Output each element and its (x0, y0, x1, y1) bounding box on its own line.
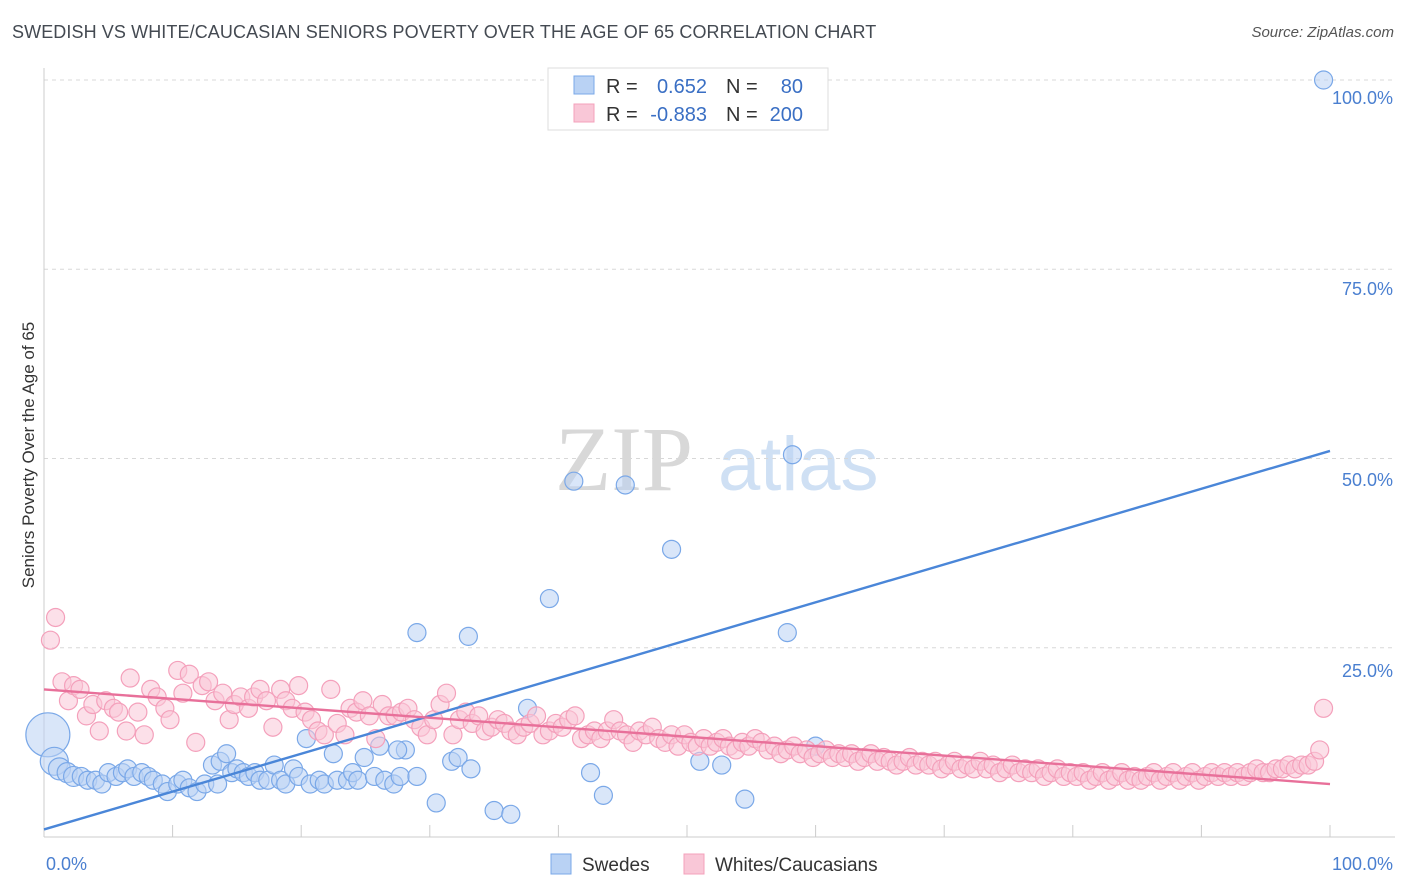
legend-r-value-1: 0.652 (657, 76, 707, 98)
swedes-point (501, 804, 521, 824)
legend-n-value-1: 80 (781, 76, 803, 98)
legend-n-value-2: 200 (770, 104, 803, 126)
swedes-point (426, 793, 446, 813)
swedes-point (777, 623, 797, 643)
whites-point (70, 679, 90, 699)
bottom-legend-swatch-swedes (550, 853, 572, 875)
swedes-point (217, 744, 237, 764)
swedes-point (615, 475, 635, 495)
whites-point (526, 706, 547, 726)
whites-point (359, 706, 379, 726)
whites-point (120, 668, 140, 688)
swedes-point (388, 740, 408, 760)
whites-point (160, 710, 180, 730)
whites-trend-line (43, 688, 1331, 786)
whites-point (1313, 698, 1334, 718)
swedes-point (712, 755, 732, 775)
x-tick-label: 0.0% (46, 854, 87, 874)
swedes-point (390, 766, 410, 787)
swedes-point (735, 789, 755, 809)
chart-source: Source: ZipAtlas.com (1251, 24, 1394, 41)
y-tick-label: 25.0% (1342, 661, 1393, 681)
swedes-point (323, 744, 343, 764)
whites-point (263, 717, 283, 737)
chart-title: SWEDISH VS WHITE/CAUCASIAN SENIORS POVER… (12, 22, 877, 42)
bottom-legend-label-whites: Whites/Caucasians (715, 855, 878, 876)
whites-point (186, 732, 206, 752)
swedes-point (458, 626, 478, 646)
bottom-legend-swatch-whites (683, 853, 705, 875)
whites-point (321, 679, 341, 699)
whites-point (289, 675, 309, 696)
whites-point (1310, 740, 1330, 760)
whites-point (565, 706, 585, 726)
swedes-point (354, 747, 374, 768)
whites-point (436, 683, 457, 703)
whites-point (116, 721, 136, 741)
whites-point (179, 664, 199, 684)
swedes-point (580, 763, 601, 783)
watermark-atlas: atlas (718, 422, 879, 507)
whites-point (173, 683, 193, 703)
legend-swatch-swedes (573, 75, 595, 95)
swedes-point (348, 770, 368, 790)
axes (43, 68, 1395, 838)
legend-n-label-2: N = (726, 104, 758, 126)
whites-point (89, 721, 109, 741)
whites-point (108, 702, 129, 722)
legend-r-value-2: -0.883 (650, 104, 707, 126)
gridlines (44, 79, 1395, 649)
y-tick-label: 50.0% (1342, 470, 1393, 490)
swedes-point (484, 800, 504, 821)
swedes-point (593, 785, 614, 805)
whites-point (45, 607, 66, 628)
swedes-point (661, 539, 682, 559)
whites-point (134, 725, 154, 745)
swedes-point (407, 623, 427, 643)
swedes-point (539, 588, 559, 609)
swedes-point (407, 766, 427, 787)
legend-r-label-2: R = (606, 104, 638, 126)
tick-labels: 25.0% 50.0% 75.0% 100.0% 0.0% 100.0% (46, 88, 1393, 874)
legend-n-label-1: N = (726, 76, 758, 98)
swedes-point (448, 747, 468, 768)
whites-point (128, 702, 148, 722)
swedes-point (782, 445, 803, 465)
swedes-point (1313, 70, 1334, 90)
legend-top: R = 0.652 N = 80 R = -0.883 N = 200 (547, 67, 829, 131)
y-tick-label: 100.0% (1332, 88, 1393, 108)
legend-swatch-whites (573, 103, 595, 123)
legend-r-label-1: R = (606, 76, 638, 98)
swedes-point (564, 471, 584, 491)
whites-point (314, 725, 334, 745)
legend-bottom: Swedes Whites/Caucasians (550, 853, 878, 876)
y-axis-label: Seniors Poverty Over the Age of 65 (19, 322, 38, 588)
whites-point (40, 630, 61, 650)
bottom-legend-label-swedes: Swedes (582, 855, 650, 876)
swedes-point (461, 759, 481, 779)
trend-lines (43, 449, 1331, 831)
whites-point (199, 672, 219, 692)
y-tick-label: 75.0% (1342, 279, 1393, 299)
x-tick-label: 100.0% (1332, 854, 1393, 874)
swedes-trend-line (43, 449, 1331, 831)
